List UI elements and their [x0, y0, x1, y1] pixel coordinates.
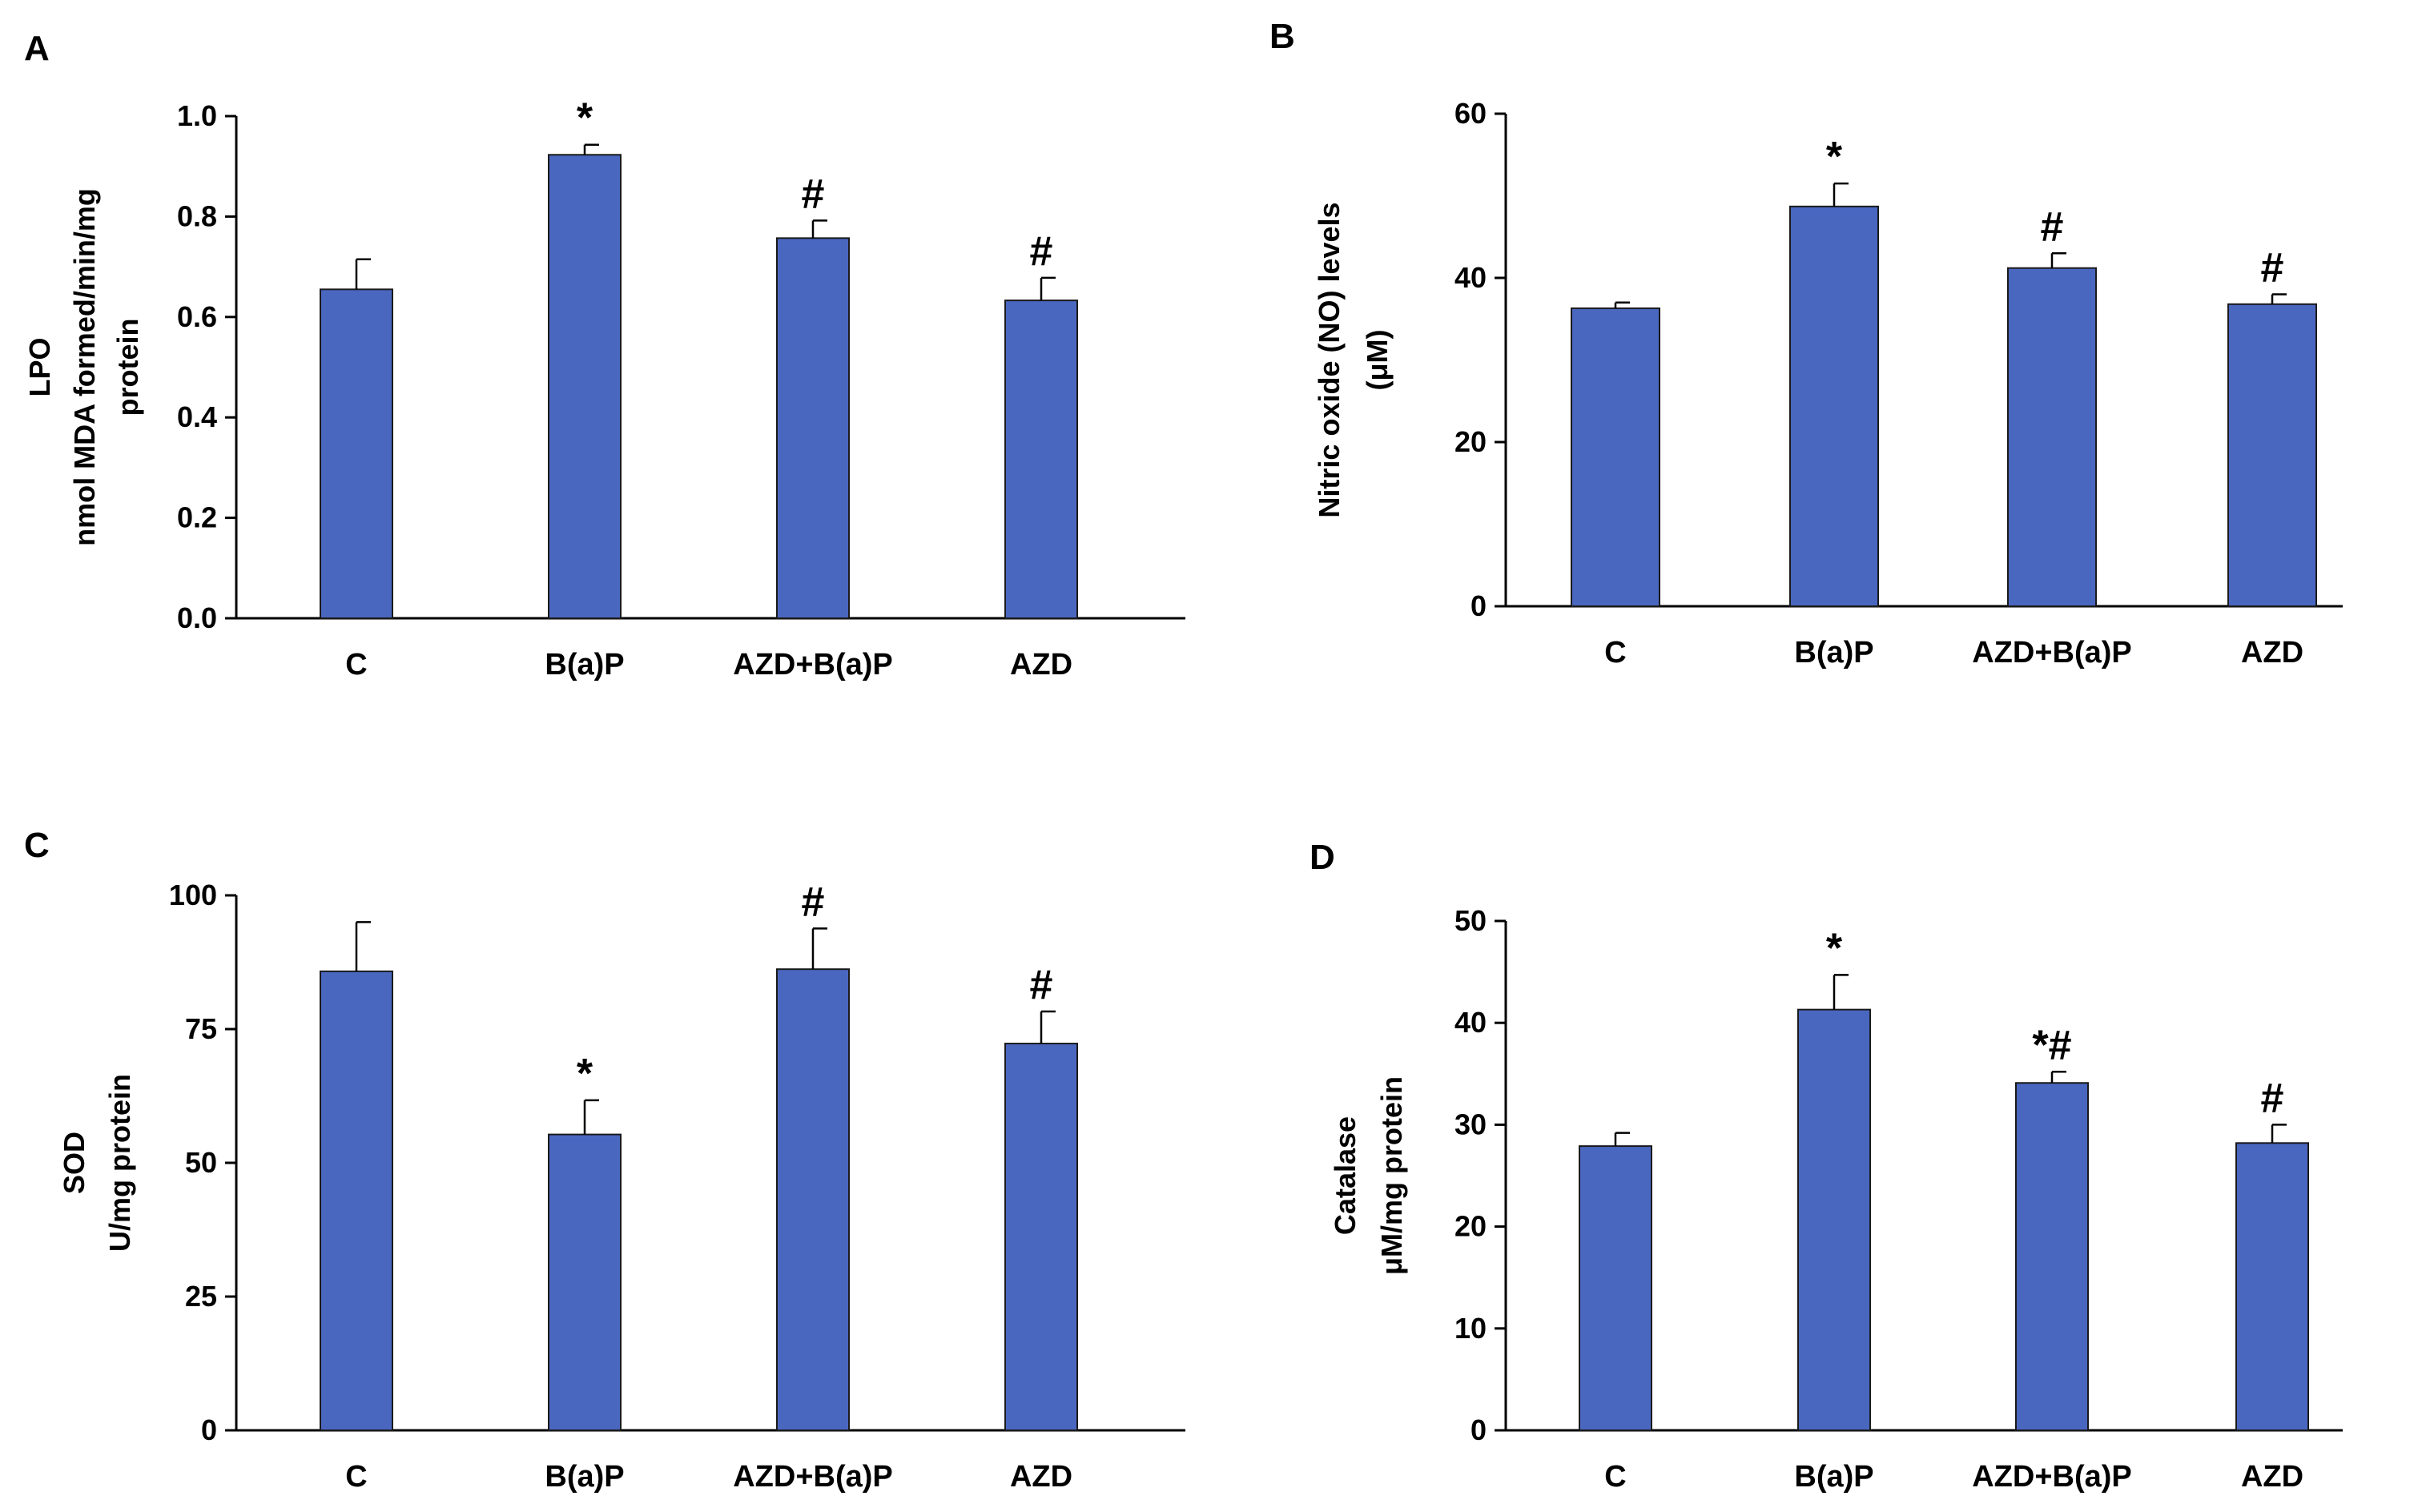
y-tick-label: 0 [201, 1413, 217, 1446]
x-tick-label: B(a)P [545, 1460, 624, 1494]
chart-panel-d: D 0 10 20 30 40 50 Catalase μM/mg protein C * B(a)P… [1310, 838, 2343, 1494]
bar [776, 237, 850, 619]
significance-marker: # [1030, 228, 1053, 275]
x-tick-label: B(a)P [1794, 636, 1873, 670]
y-axis-label-line: U/mg protein [103, 1074, 136, 1252]
chart-panel-b: B 0 20 40 60 Nitric oxide (NO) levels (μM) C * B(… [1269, 17, 2343, 670]
y-axis-label-line: Nitric oxide (NO) levels [1313, 202, 1346, 517]
panel-letter: C [24, 826, 50, 865]
panel-letter: A [24, 29, 50, 68]
bar [2015, 1082, 2089, 1432]
y-tick-label: 25 [185, 1280, 217, 1313]
significance-marker: * [1826, 134, 1843, 180]
y-tick-label: 0.6 [177, 300, 217, 333]
x-tick-label: C [345, 648, 367, 682]
bar [1571, 307, 1660, 607]
x-tick-label: AZD+B(a)P [733, 648, 893, 682]
x-tick-label: AZD [1010, 1460, 1072, 1494]
y-axis-label-line: Catalase [1329, 1116, 1362, 1235]
bar [320, 970, 393, 1431]
significance-marker: * [577, 95, 593, 142]
y-axis-label-line: SOD [58, 1132, 91, 1194]
bar [1797, 1008, 1871, 1431]
x-tick-label: AZD+B(a)P [1972, 1460, 2132, 1494]
x-tick-label: C [1604, 636, 1626, 670]
y-tick-label: 0.8 [177, 199, 217, 232]
y-tick-label: 20 [1454, 425, 1487, 458]
significance-marker: * [577, 1051, 593, 1097]
bar [2007, 267, 2097, 607]
significance-marker: # [2041, 203, 2064, 250]
x-tick-label: AZD [2241, 1460, 2303, 1494]
x-tick-label: AZD [2241, 636, 2303, 670]
significance-marker: # [2261, 245, 2284, 292]
y-axis-label-line: protein [111, 319, 144, 416]
bar [548, 154, 622, 620]
x-tick-label: C [1604, 1460, 1626, 1494]
significance-marker: *# [2032, 1022, 2071, 1068]
panel-letter: B [1269, 17, 1295, 56]
y-tick-label: 100 [169, 879, 217, 911]
x-tick-label: AZD [1010, 648, 1072, 682]
x-tick-label: B(a)P [545, 648, 624, 682]
y-tick-label: 0.0 [177, 601, 217, 634]
bar [776, 968, 850, 1431]
y-tick-label: 50 [1454, 904, 1487, 937]
bar [2235, 1142, 2309, 1432]
bar [1004, 1043, 1078, 1431]
bar [2227, 303, 2317, 607]
significance-marker: # [802, 879, 825, 925]
significance-marker: # [802, 171, 825, 217]
y-tick-label: 10 [1454, 1312, 1487, 1345]
bar [320, 288, 393, 619]
bar [1579, 1145, 1652, 1432]
y-tick-label: 60 [1454, 97, 1487, 130]
bar [1004, 300, 1078, 619]
y-tick-label: 1.0 [177, 99, 217, 132]
chart-panel-a: A 0.0 0.2 0.4 0.6 0.8 1.0 LPO nmol MDA formed/mi… [23, 29, 1185, 682]
x-tick-label: C [345, 1460, 367, 1494]
x-tick-label: AZD+B(a)P [733, 1460, 893, 1494]
y-tick-label: 0 [1471, 1413, 1487, 1446]
y-tick-label: 50 [185, 1146, 217, 1179]
y-axis-label-line: LPO [23, 337, 56, 396]
x-tick-label: B(a)P [1794, 1460, 1873, 1494]
bar [1789, 205, 1879, 607]
y-tick-label: 0 [1471, 589, 1487, 622]
y-tick-label: 0.2 [177, 501, 217, 534]
y-tick-label: 40 [1454, 261, 1487, 294]
significance-marker: # [2261, 1075, 2284, 1121]
y-tick-label: 0.4 [177, 400, 217, 433]
significance-marker: # [1030, 962, 1053, 1008]
y-axis-label-line: μM/mg protein [1375, 1076, 1408, 1275]
y-tick-label: 40 [1454, 1006, 1487, 1039]
significance-marker: * [1826, 925, 1843, 971]
bar [548, 1133, 622, 1431]
y-tick-label: 30 [1454, 1108, 1487, 1140]
x-tick-label: AZD+B(a)P [1972, 636, 2132, 670]
panel-letter: D [1310, 838, 1335, 877]
chart-panel-c: C 0 25 50 75 100 SOD U/mg protein C * B(a)P # AZD+B(… [24, 826, 1185, 1494]
y-tick-label: 75 [185, 1012, 217, 1045]
y-axis-label-line: (μM) [1361, 330, 1394, 391]
y-axis-label-line: nmol MDA formed/min/mg [68, 188, 101, 546]
y-tick-label: 20 [1454, 1210, 1487, 1243]
